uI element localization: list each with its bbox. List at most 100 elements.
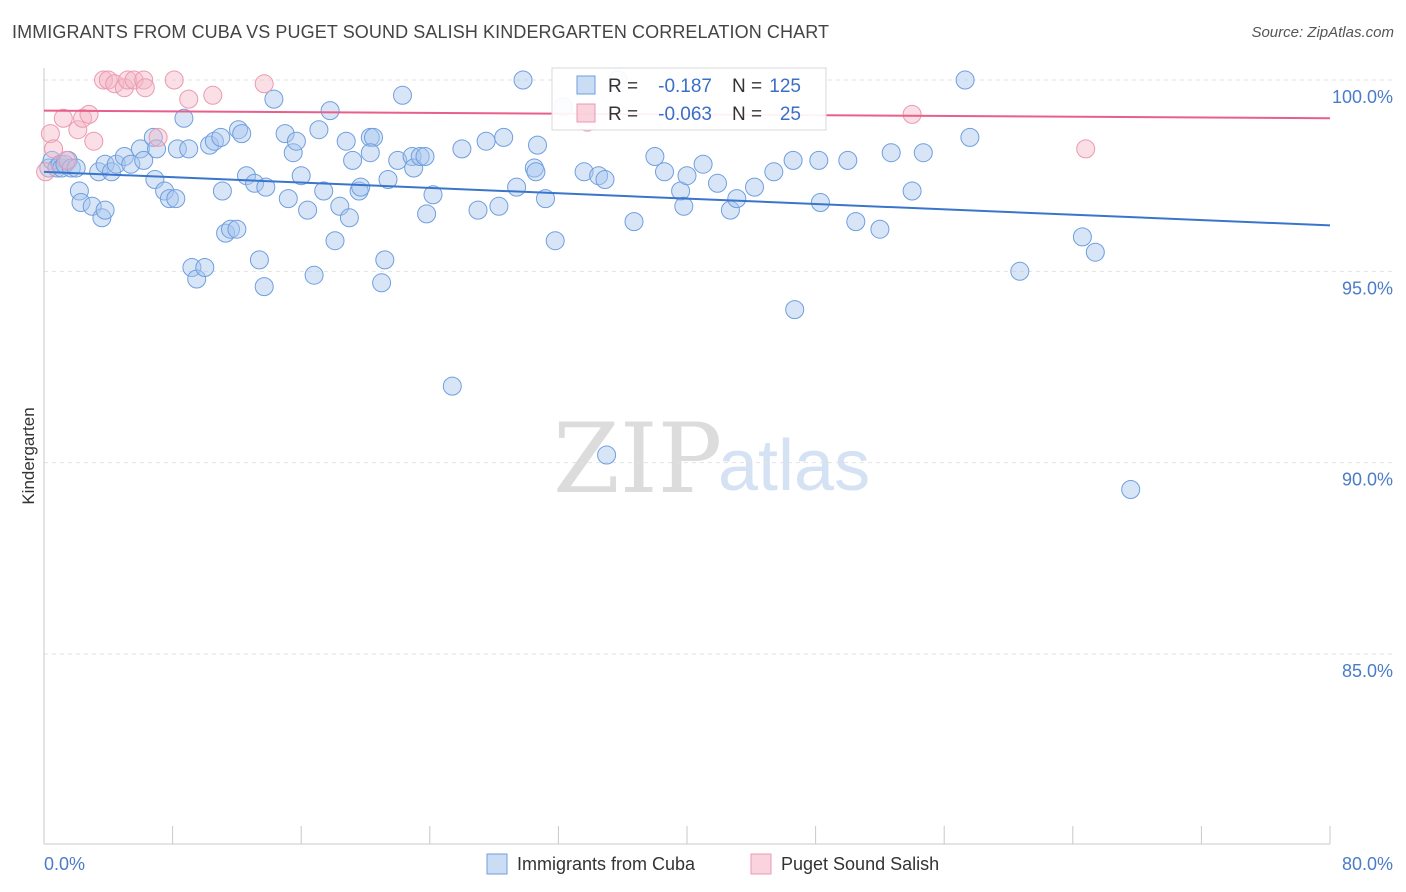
data-point	[68, 120, 88, 140]
data-point	[135, 78, 155, 98]
data-point	[134, 150, 154, 170]
data-point	[92, 208, 112, 228]
data-point	[304, 265, 324, 285]
stats-n-value-salish: 25	[780, 104, 801, 125]
data-point	[291, 166, 311, 186]
data-point	[388, 150, 408, 170]
data-point	[902, 104, 922, 124]
y-axis-label: Kindergarten	[19, 407, 38, 504]
data-point	[203, 85, 223, 105]
data-point	[846, 212, 866, 232]
data-point	[1085, 242, 1105, 262]
trend-line-cuba	[43, 170, 1331, 227]
data-point	[745, 177, 764, 197]
series-puget-sound-salish	[36, 70, 1096, 182]
data-point	[513, 70, 533, 90]
data-point	[336, 131, 356, 151]
data-point	[94, 70, 113, 90]
data-point	[118, 70, 138, 90]
data-point	[71, 193, 91, 212]
data-point	[536, 189, 555, 209]
legend-label-cuba: Immigrants from Cuba	[517, 854, 696, 874]
stats-r-label-cuba: R =	[608, 76, 638, 97]
data-point	[256, 177, 276, 197]
data-point	[212, 181, 232, 201]
data-point	[810, 193, 830, 212]
data-point	[545, 231, 565, 251]
data-point	[278, 189, 298, 209]
data-point	[417, 204, 437, 224]
stats-n-label-cuba: N =	[732, 76, 762, 97]
data-point	[597, 445, 617, 465]
data-point	[960, 127, 980, 147]
x-tick-marks	[43, 826, 1331, 844]
data-point	[764, 162, 784, 182]
y-tick-label-100: 100.0%	[1332, 87, 1393, 107]
data-point	[121, 154, 141, 174]
data-point	[494, 127, 514, 147]
data-point	[468, 200, 488, 220]
y-tick-label-90: 90.0%	[1342, 470, 1393, 490]
legend-swatch-cuba	[486, 853, 508, 875]
data-point	[372, 273, 392, 293]
data-point	[314, 181, 334, 201]
data-point	[442, 376, 462, 396]
data-point	[415, 147, 435, 166]
gridlines	[44, 79, 1393, 655]
data-point	[227, 219, 247, 239]
data-point	[423, 185, 443, 205]
data-point	[624, 212, 644, 232]
watermark-atlas: atlas	[718, 426, 870, 506]
data-point	[283, 143, 303, 163]
series-immigrants-from-cuba	[39, 70, 1141, 499]
data-point	[249, 250, 269, 270]
stats-swatch-salish	[576, 103, 596, 123]
data-point	[254, 74, 274, 94]
data-point	[167, 139, 187, 159]
data-point	[410, 147, 430, 166]
data-point	[955, 70, 975, 90]
data-point	[275, 124, 295, 144]
data-point	[351, 177, 371, 197]
x-tick-label-max: 80.0%	[1342, 854, 1393, 874]
data-point	[360, 143, 380, 163]
data-point	[114, 147, 134, 166]
data-point	[57, 150, 76, 170]
data-point	[528, 135, 547, 155]
stats-r-value-salish: -0.063	[658, 104, 712, 125]
data-point	[134, 70, 154, 90]
data-point	[309, 120, 329, 140]
data-point	[343, 150, 363, 170]
y-tick-label-95: 95.0%	[1342, 278, 1393, 298]
data-point	[159, 189, 179, 209]
y-tick-label-85: 85.0%	[1342, 661, 1393, 681]
stats-box: R = -0.187 N = 125 R = -0.063 N = 25	[551, 67, 827, 131]
data-point	[179, 139, 199, 159]
legend: Immigrants from Cuba Puget Sound Salish	[486, 853, 939, 875]
stats-r-label-salish: R =	[608, 104, 638, 125]
data-point	[881, 143, 901, 163]
data-point	[182, 258, 202, 277]
legend-swatch-salish	[750, 853, 772, 875]
data-point	[364, 127, 383, 147]
data-point	[106, 154, 126, 174]
data-point	[645, 147, 665, 166]
stats-swatch-cuba	[576, 75, 596, 95]
data-point	[452, 139, 472, 159]
data-point	[339, 208, 359, 228]
data-point	[95, 154, 115, 174]
source-credit: Source: ZipAtlas.com	[1251, 24, 1394, 41]
data-point	[179, 89, 199, 109]
data-point	[1121, 480, 1141, 499]
data-point	[53, 108, 73, 128]
data-point	[44, 139, 64, 159]
stats-n-value-cuba: 125	[769, 76, 801, 97]
data-point	[507, 177, 527, 197]
x-tick-label-min: 0.0%	[44, 854, 85, 874]
data-point	[674, 196, 694, 216]
data-point	[245, 173, 265, 193]
data-point	[677, 166, 697, 186]
data-point	[232, 124, 252, 144]
y-tick-labels: 85.0% 90.0% 95.0% 100.0%	[1332, 87, 1393, 681]
data-point	[838, 150, 858, 170]
